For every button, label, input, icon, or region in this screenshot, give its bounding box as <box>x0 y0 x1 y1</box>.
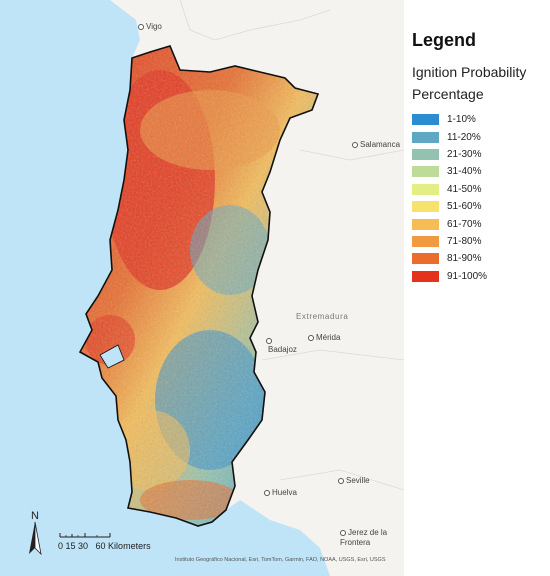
legend-item: 61-70% <box>412 215 548 232</box>
legend-swatch <box>412 270 439 282</box>
city-dot-icon <box>340 529 346 536</box>
north-arrow-icon <box>29 521 42 556</box>
city-dot-icon <box>338 477 344 484</box>
map-credits: Instituto Geográfico Nacional, Esri, Tom… <box>175 557 386 563</box>
scale-bar <box>59 533 111 538</box>
city-label-vigo: Vigo <box>138 22 162 31</box>
legend-swatch <box>412 183 439 195</box>
city-label-badajoz: Badajoz <box>266 336 297 354</box>
legend-item: 1-10% <box>412 111 548 128</box>
city-label-salamanca: Salamanca <box>352 140 400 149</box>
road-line <box>179 0 331 41</box>
legend-swatch <box>412 201 439 213</box>
map-canvas <box>0 0 404 576</box>
city-dot-icon <box>266 337 272 344</box>
map[interactable]: Vigo Salamanca Extremadura Badajoz Mérid… <box>0 0 404 576</box>
city-dot-icon <box>352 141 358 148</box>
legend-subtitle: Ignition Probability Percentage <box>412 64 527 102</box>
legend-swatch <box>412 114 439 126</box>
legend-item: 41-50% <box>412 181 548 198</box>
legend-item: 71-80% <box>412 233 548 250</box>
city-dot-icon <box>138 23 144 30</box>
city-dot-icon <box>264 489 270 496</box>
legend-item: 51-60% <box>412 198 548 215</box>
legend-item: 31-40% <box>412 163 548 180</box>
road-line <box>279 469 404 491</box>
legend-title: Legend <box>412 30 477 50</box>
legend-items: 1-10% 11-20% 21-30% 31-40% 41-50% 51-60%… <box>412 111 548 285</box>
legend-item: 91-100% <box>412 268 548 285</box>
legend-swatch <box>412 218 439 230</box>
north-label: N <box>31 510 39 522</box>
city-label-jerez: Jerez de la Frontera <box>340 528 388 547</box>
road-line <box>299 149 404 161</box>
legend-swatch <box>412 131 439 143</box>
city-label-huelva: Huelva <box>264 488 297 497</box>
road-line <box>261 349 404 361</box>
portugal-border <box>78 45 320 527</box>
city-label-merida: Mérida <box>308 333 340 342</box>
city-dot-icon <box>308 334 314 341</box>
legend: Legend Ignition Probability Percentage 1… <box>412 30 548 285</box>
legend-item: 21-30% <box>412 146 548 163</box>
legend-item: 11-20% <box>412 128 548 145</box>
legend-swatch <box>412 235 439 247</box>
tagus-estuary <box>99 344 125 369</box>
legend-item: 81-90% <box>412 250 548 267</box>
legend-swatch <box>412 166 439 178</box>
legend-swatch <box>412 148 439 160</box>
legend-swatch <box>412 253 439 265</box>
city-label-seville: Seville <box>338 476 370 485</box>
scale-labels: 0 15 30 60 Kilometers <box>58 541 151 551</box>
region-label-extremadura: Extremadura <box>296 312 349 321</box>
